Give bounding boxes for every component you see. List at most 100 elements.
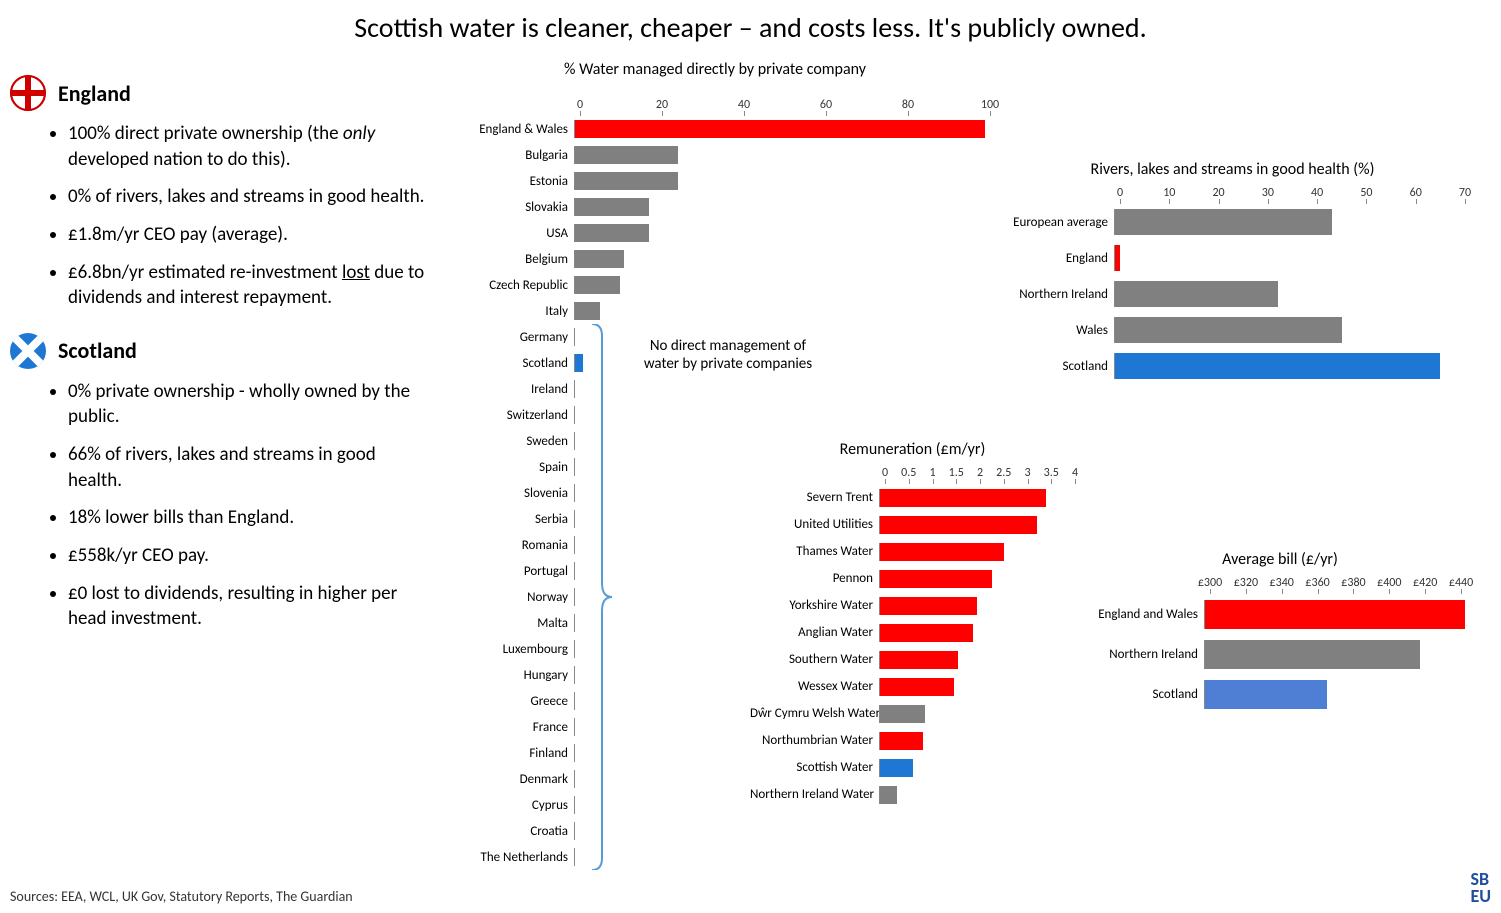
bar-area	[574, 406, 984, 424]
bar-area	[574, 276, 984, 294]
tick-label: 0	[1117, 186, 1123, 200]
bar-row: England & Wales	[440, 116, 1010, 142]
row-label: Ireland	[440, 382, 574, 397]
bar-row: Scotland	[1090, 674, 1490, 714]
bar-row: Pennon	[750, 565, 1095, 592]
bar-row: USA	[440, 220, 1010, 246]
bar-row: Scottish Water	[750, 754, 1095, 781]
tick-label: 20	[1212, 186, 1224, 200]
bar-row: Wessex Water	[750, 673, 1095, 700]
bar-area	[879, 705, 1069, 723]
bar-row: Scotland	[1000, 348, 1485, 384]
row-label: England and Wales	[1090, 607, 1204, 622]
bar-area	[574, 848, 984, 866]
bar-row: Northern Ireland	[1000, 276, 1485, 312]
tick-label: £340	[1270, 576, 1294, 590]
tick-mark	[1416, 199, 1417, 204]
tick-mark	[1028, 479, 1029, 484]
row-label: Norway	[440, 590, 574, 605]
tick-label: £420	[1413, 576, 1437, 590]
chart-title: Remuneration (£m/yr)	[750, 440, 1075, 460]
bar-row: Northumbrian Water	[750, 727, 1095, 754]
row-label: Severn Trent	[750, 490, 879, 505]
tick-label: £300	[1198, 576, 1222, 590]
bar-area	[1114, 353, 1459, 379]
bar	[575, 224, 649, 242]
tick-mark	[1425, 589, 1426, 594]
bar	[880, 732, 923, 750]
bar	[880, 786, 897, 804]
axis-ticks: 00.511.522.533.54	[885, 460, 1075, 484]
bar	[575, 146, 678, 164]
row-label: Wales	[1000, 323, 1114, 338]
bar	[1205, 680, 1327, 709]
bar-area	[879, 624, 1069, 642]
bar	[880, 597, 977, 615]
tick-mark	[956, 479, 957, 484]
bar	[880, 651, 958, 669]
tick-label: £440	[1449, 576, 1473, 590]
bar-row: Croatia	[440, 818, 1010, 844]
bar-area	[879, 732, 1069, 750]
bar-row: Estonia	[440, 168, 1010, 194]
bar-row: Dŵr Cymru Welsh Water	[750, 700, 1095, 727]
tick-label: 70	[1459, 186, 1471, 200]
bar	[575, 120, 985, 138]
scotland-heading: Scotland	[58, 337, 137, 364]
row-label: Thames Water	[750, 544, 879, 559]
tick-label: £320	[1234, 576, 1258, 590]
bar-area	[574, 120, 984, 138]
bar	[880, 543, 1004, 561]
row-label: Northumbrian Water	[750, 733, 879, 748]
bar	[1115, 317, 1342, 343]
tick-label: 1.5	[949, 466, 964, 480]
chart-average-bill: Average bill (£/yr)£300£320£340£360£380£…	[1090, 550, 1490, 714]
zero-annotation: No direct management ofwater by private …	[618, 337, 838, 373]
bar-row: European average	[1000, 204, 1485, 240]
bar	[1115, 245, 1120, 271]
bar-row: Wales	[1000, 312, 1485, 348]
row-label: Luxembourg	[440, 642, 574, 657]
tick-label: 50	[1360, 186, 1372, 200]
bullet-item: 18% lower bills than England.	[68, 505, 430, 531]
tick-label: 0	[577, 98, 583, 112]
row-label: Greece	[440, 694, 574, 709]
row-label: Finland	[440, 746, 574, 761]
scotland-bullets: 0% private ownership - wholly owned by t…	[68, 379, 430, 632]
tick-label: £380	[1341, 576, 1365, 590]
bar-area	[574, 822, 984, 840]
row-label: The Netherlands	[440, 850, 574, 865]
logo-line2: EU	[1470, 888, 1491, 905]
tick-mark	[1120, 199, 1121, 204]
bar-row: Switzerland	[440, 402, 1010, 428]
bar-area	[1114, 317, 1459, 343]
row-label: Malta	[440, 616, 574, 631]
bullet-item: 100% direct private ownership (the only …	[68, 121, 430, 172]
bar	[1115, 209, 1332, 235]
bar-area	[574, 302, 984, 320]
row-label: Hungary	[440, 668, 574, 683]
sources-text: Sources: EEA, WCL, UK Gov, Statutory Rep…	[10, 888, 353, 905]
tick-mark	[1465, 199, 1466, 204]
tick-label: 3	[1024, 466, 1030, 480]
row-label: Croatia	[440, 824, 574, 839]
axis-ticks: 010203040506070	[1120, 180, 1465, 204]
bar	[880, 516, 1037, 534]
bar	[575, 250, 624, 268]
tick-mark	[1246, 589, 1247, 594]
bar	[575, 276, 620, 294]
bar-area	[879, 597, 1069, 615]
bar-row: England and Wales	[1090, 594, 1490, 634]
bar-area	[1114, 209, 1459, 235]
row-label: Belgium	[440, 252, 574, 267]
row-label: Wessex Water	[750, 679, 879, 694]
bar-area	[1204, 680, 1464, 709]
bar-area	[879, 759, 1069, 777]
bar-area	[879, 786, 1069, 804]
tick-mark	[1051, 479, 1052, 484]
tick-label: 0	[882, 466, 888, 480]
tick-mark	[744, 111, 745, 116]
england-bullets: 100% direct private ownership (the only …	[68, 121, 430, 311]
tick-label: 60	[820, 98, 832, 112]
bar	[880, 705, 925, 723]
